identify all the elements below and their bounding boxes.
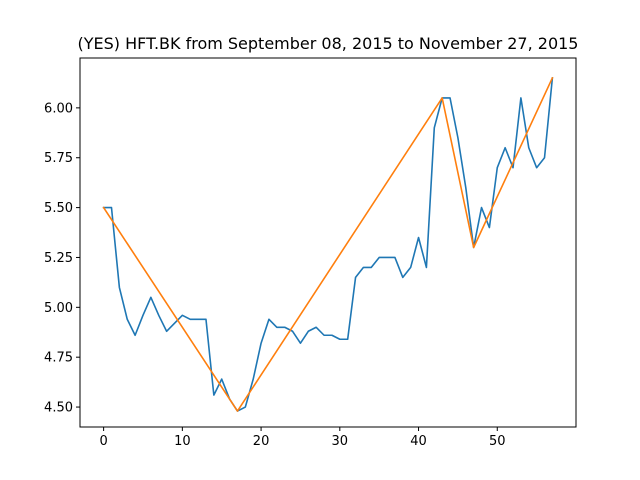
series-layer	[102, 76, 554, 412]
x-axis: 0 10 20 30 40 50	[99, 427, 506, 449]
plot-area	[80, 58, 576, 427]
y-tick-label: 6.00	[44, 101, 73, 116]
y-axis: 4.50 4.75 5.00 5.25 5.50 5.75 6.00	[44, 101, 80, 416]
series-line-1	[102, 77, 554, 412]
x-tick-label: 20	[253, 434, 270, 449]
plot-frame	[79, 57, 577, 428]
x-tick-label: 30	[332, 434, 349, 449]
x-tick-label: 0	[99, 434, 107, 449]
plot-background	[80, 58, 576, 427]
y-tick-label: 4.75	[44, 351, 73, 366]
x-tick-label: 40	[410, 434, 427, 449]
x-tick-label: 10	[174, 434, 191, 449]
y-tick-label: 4.50	[44, 401, 73, 416]
y-tick-label: 5.25	[44, 251, 73, 266]
y-tick-label: 5.75	[44, 151, 73, 166]
chart-title: (YES) HFT.BK from September 08, 2015 to …	[78, 34, 579, 53]
y-tick-label: 5.50	[44, 201, 73, 216]
y-tick-label: 5.00	[44, 301, 73, 316]
series-line-2	[102, 76, 554, 412]
x-tick-label: 50	[489, 434, 506, 449]
